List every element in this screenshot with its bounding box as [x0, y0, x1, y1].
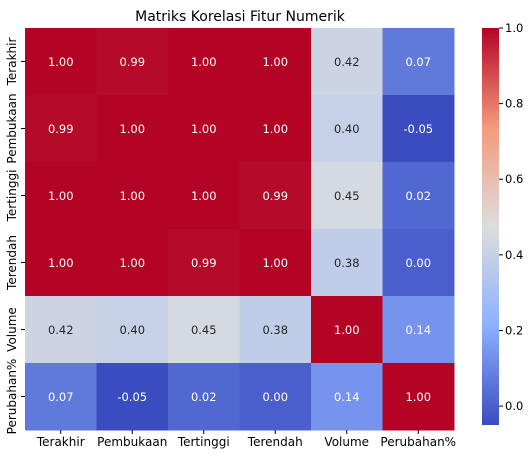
colorbar-tick-labels: 0.0 0.2 0.4 0.6 0.8 1.0	[499, 21, 523, 413]
x-tick-label: Volume	[324, 435, 369, 449]
cell-value-label: 0.07	[48, 390, 74, 404]
heatmap-cell-r2-c5	[382, 162, 455, 230]
cell-value-label: 0.38	[262, 323, 288, 337]
cell-value-label: 0.14	[334, 390, 360, 404]
cell-value-label: 1.00	[191, 189, 217, 203]
cell-value-label: 0.45	[191, 323, 217, 337]
heatmap-cell-r3-c0	[25, 229, 97, 297]
y-axis-tick-labels: Terakhir Pembukaan Tertinggi Terendah Volume…	[5, 38, 25, 435]
heatmap-cell-r1-c3	[239, 95, 312, 163]
heatmap-cell-r0-c5	[382, 28, 455, 96]
heatmap-cell-r3-c4	[311, 229, 383, 297]
cell-value-label: 0.45	[334, 189, 360, 203]
cell-value-label: 0.38	[334, 256, 360, 270]
x-tick-label: Tertinggi	[177, 435, 230, 449]
cell-value-label: 0.42	[334, 55, 360, 69]
heatmap-cell-r5-c2	[168, 363, 240, 431]
y-tick-label: Pembukaan	[5, 93, 19, 163]
heatmap-cell-r4-c3	[239, 296, 312, 364]
colorbar-tick-label: 1.0	[505, 21, 523, 35]
colorbar-tick-label: 0.4	[505, 248, 523, 262]
colorbar-tick-label: 0.6	[505, 172, 523, 186]
cell-value-label: 1.00	[48, 256, 74, 270]
cell-value-label: 0.02	[405, 189, 431, 203]
colorbar	[482, 28, 499, 425]
heatmap-cell-r2-c0	[25, 162, 97, 230]
heatmap-cell-r1-c4	[311, 95, 383, 163]
heatmap-cell-r4-c4	[311, 296, 383, 364]
cell-value-label: 0.07	[405, 55, 431, 69]
cell-value-label: 0.40	[334, 122, 360, 136]
cell-value-label: -0.05	[403, 122, 433, 136]
cell-value-label: 0.99	[191, 256, 217, 270]
heatmap-cell-r4-c0	[25, 296, 97, 364]
heatmap-cell-r5-c3	[239, 363, 312, 431]
x-tick-label: Pembukaan	[97, 435, 167, 449]
heatmap-cell-r2-c2	[168, 162, 240, 230]
heatmap-cell-r0-c4	[311, 28, 383, 96]
heatmap-cell-r4-c5	[382, 296, 455, 364]
cell-value-label: 0.02	[191, 390, 217, 404]
heatmap-cell-r1-c5	[382, 95, 455, 163]
heatmap-cell-r2-c3	[239, 162, 312, 230]
y-tick-label: Volume	[5, 307, 19, 352]
cell-value-label: 0.00	[405, 256, 431, 270]
cell-value-label: 0.00	[262, 390, 288, 404]
heatmap-cell-r4-c2	[168, 296, 240, 364]
y-tick-label: Terendah	[5, 235, 19, 291]
heatmap-cell-r3-c3	[239, 229, 312, 297]
heatmap-cell-r0-c3	[239, 28, 312, 96]
cell-value-label: 1.00	[119, 189, 145, 203]
colorbar-tick-label: 0.0	[505, 399, 523, 413]
cell-value-label: 1.00	[262, 256, 288, 270]
heatmap-cell-r0-c0	[25, 28, 97, 96]
heatmap-cell-r3-c2	[168, 229, 240, 297]
cell-value-label: 1.00	[48, 55, 74, 69]
cell-value-label: 1.00	[405, 390, 431, 404]
cell-value-label: 0.40	[119, 323, 145, 337]
colorbar-tick-label: 0.8	[505, 97, 523, 111]
cell-value-label: 1.00	[48, 189, 74, 203]
chart-title: Matriks Korelasi Fitur Numerik	[135, 9, 346, 25]
heatmap-cell-r0-c1	[96, 28, 169, 96]
cell-value-label: 1.00	[334, 323, 360, 337]
cell-value-label: 0.99	[262, 189, 288, 203]
cell-value-label: 1.00	[262, 55, 288, 69]
cell-value-label: 0.14	[405, 323, 431, 337]
cell-value-label: 1.00	[119, 256, 145, 270]
cell-value-label: 1.00	[191, 122, 217, 136]
x-tick-label: Perubahan%	[380, 435, 456, 449]
heatmap-cells: 1.00 0.99 1.00 1.00 0.42 0.07 0.99 1.00 1.00 1.00…	[25, 28, 455, 431]
heatmap-cell-r5-c1	[96, 363, 169, 431]
heatmap-cell-r5-c4	[311, 363, 383, 431]
heatmap-cell-r4-c1	[96, 296, 169, 364]
x-tick-label: Terakhir	[36, 435, 85, 449]
cell-value-label: 1.00	[119, 122, 145, 136]
x-tick-label: Terendah	[247, 435, 303, 449]
heatmap-cell-r5-c5	[382, 363, 455, 431]
y-tick-label: Terakhir	[5, 38, 19, 87]
y-tick-label: Perubahan%	[5, 359, 19, 435]
heatmap-cell-r0-c2	[168, 28, 240, 96]
cell-value-label: 0.42	[48, 323, 74, 337]
x-axis-tick-labels: Terakhir Pembukaan Tertinggi Terendah Volume…	[36, 430, 456, 449]
colorbar-tick-label: 0.2	[505, 323, 523, 337]
heatmap-cell-r1-c1	[96, 95, 169, 163]
heatmap-cell-r2-c4	[311, 162, 383, 230]
cell-value-label: 0.99	[119, 55, 145, 69]
heatmap-cell-r1-c0	[25, 95, 97, 163]
y-tick-label: Tertinggi	[5, 170, 19, 223]
heatmap-cell-r3-c1	[96, 229, 169, 297]
heatmap-cell-r5-c0	[25, 363, 97, 431]
heatmap-cell-r1-c2	[168, 95, 240, 163]
cell-value-label: 0.99	[48, 122, 74, 136]
cell-value-label: 1.00	[262, 122, 288, 136]
heatmap-cell-r2-c1	[96, 162, 169, 230]
heatmap-cell-r3-c5	[382, 229, 455, 297]
cell-value-label: 1.00	[191, 55, 217, 69]
cell-value-label: -0.05	[117, 390, 147, 404]
